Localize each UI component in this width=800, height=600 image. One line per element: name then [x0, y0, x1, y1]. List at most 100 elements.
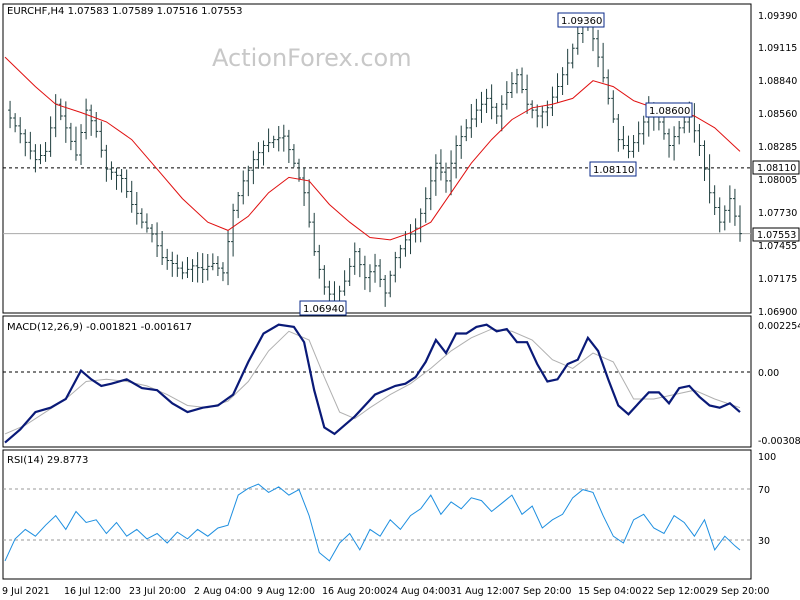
time-tick-label: 9 Aug 12:00 — [257, 586, 315, 597]
rsi-line — [4, 483, 741, 562]
price-bar — [717, 197, 722, 233]
rsi-panel — [2, 449, 752, 580]
price-bar — [667, 128, 672, 158]
price-bar — [68, 122, 73, 151]
price-bar — [261, 140, 266, 166]
price-bar — [307, 179, 312, 228]
price-tick-label: 1.09390 — [758, 11, 797, 22]
time-tick-label: 15 Sep 04:00 — [578, 586, 641, 597]
price-bar — [18, 117, 23, 144]
price-bar — [63, 101, 68, 143]
price-bar — [707, 154, 712, 204]
price-bar — [291, 144, 296, 168]
price-bar — [357, 248, 362, 278]
price-tick-label: 1.07730 — [758, 208, 797, 219]
macd-main-line — [4, 323, 741, 444]
price-bar — [200, 253, 205, 284]
price-bar — [109, 161, 114, 180]
price-bar — [626, 135, 631, 159]
price-bar — [672, 126, 677, 161]
price-bar — [489, 84, 494, 120]
time-tick-label: 2 Aug 04:00 — [194, 586, 252, 597]
price-tick-label: 1.07455 — [758, 241, 797, 252]
price-bar — [433, 154, 438, 196]
price-tick-label: 1.07175 — [758, 274, 797, 285]
price-bar — [312, 212, 317, 256]
price-bar — [408, 224, 413, 255]
price-bar — [636, 121, 641, 152]
price-bar — [144, 213, 149, 233]
price-bar — [134, 192, 139, 225]
price-bar — [38, 144, 43, 165]
annotation-mid-low: 1.08110 — [589, 161, 637, 177]
price-bar — [438, 149, 443, 181]
price-bar — [732, 188, 737, 226]
time-tick-label: 29 Sep 20:00 — [706, 586, 769, 597]
price-bar — [190, 259, 195, 282]
macd-header: MACD(12,26,9) -0.001821 -0.001617 — [7, 322, 192, 333]
price-bar — [606, 69, 611, 105]
price-panel — [2, 3, 752, 314]
price-bar — [702, 140, 707, 182]
price-bar — [393, 251, 398, 283]
price-bar — [342, 270, 347, 296]
price-bar — [712, 185, 717, 215]
price-bar — [367, 264, 372, 293]
price-bar — [119, 169, 124, 193]
price-bar — [540, 105, 545, 129]
price-bar — [256, 142, 261, 169]
price-bar — [621, 126, 626, 150]
price-bar — [682, 114, 687, 134]
price-bar — [180, 261, 185, 280]
time-tick-label: 7 Sep 20:00 — [514, 586, 571, 597]
price-bar — [616, 113, 621, 152]
price-bar — [241, 170, 246, 205]
price-bar — [469, 103, 474, 138]
price-bar — [195, 252, 200, 283]
price-bar — [560, 67, 565, 96]
price-bar — [23, 129, 28, 157]
price-bar — [210, 253, 215, 271]
price-y-axis: 1.09390 1.09115 1.08840 1.08560 1.08285 … — [758, 11, 797, 318]
price-bar — [631, 134, 636, 158]
price-bar — [530, 100, 535, 119]
price-bar — [215, 256, 220, 276]
time-tick-label: 9 Jul 2021 — [2, 586, 50, 597]
price-bar — [677, 121, 682, 145]
price-bar — [297, 158, 301, 182]
price-bar — [641, 115, 646, 145]
price-bar — [150, 223, 154, 243]
price-bar — [175, 254, 180, 277]
price-bar — [302, 168, 307, 207]
price-bar — [575, 24, 580, 55]
price-bar — [89, 104, 94, 136]
price-bar — [327, 280, 332, 302]
price-bar — [454, 135, 459, 179]
rsi-header: RSI(14) 29.8773 — [7, 455, 88, 466]
price-bar — [317, 244, 322, 279]
price-bar — [271, 135, 276, 148]
time-tick-label: 31 Aug 12:00 — [450, 586, 514, 597]
price-bar — [403, 231, 408, 257]
price-bar — [378, 259, 383, 288]
price-bar — [114, 167, 119, 190]
price-bar — [722, 205, 727, 231]
price-tick-label: 1.06900 — [758, 307, 797, 318]
price-bar — [479, 91, 484, 123]
moving-average-line — [4, 56, 741, 241]
macd-tick-label: 0.00 — [758, 368, 779, 379]
price-bar — [388, 270, 393, 298]
price-bar — [459, 125, 464, 159]
price-bar — [160, 230, 165, 265]
price-bar — [84, 98, 89, 140]
macd-tick-label: 0.002254 — [758, 321, 800, 332]
rsi-tick-label: 30 — [758, 536, 770, 547]
price-bar — [525, 74, 530, 114]
price-bar — [13, 113, 18, 133]
price-bar — [104, 144, 109, 182]
price-bar — [520, 67, 525, 94]
price-bar — [79, 124, 84, 165]
price-bar — [504, 81, 509, 110]
time-tick-label: 22 Sep 12:00 — [642, 586, 705, 597]
